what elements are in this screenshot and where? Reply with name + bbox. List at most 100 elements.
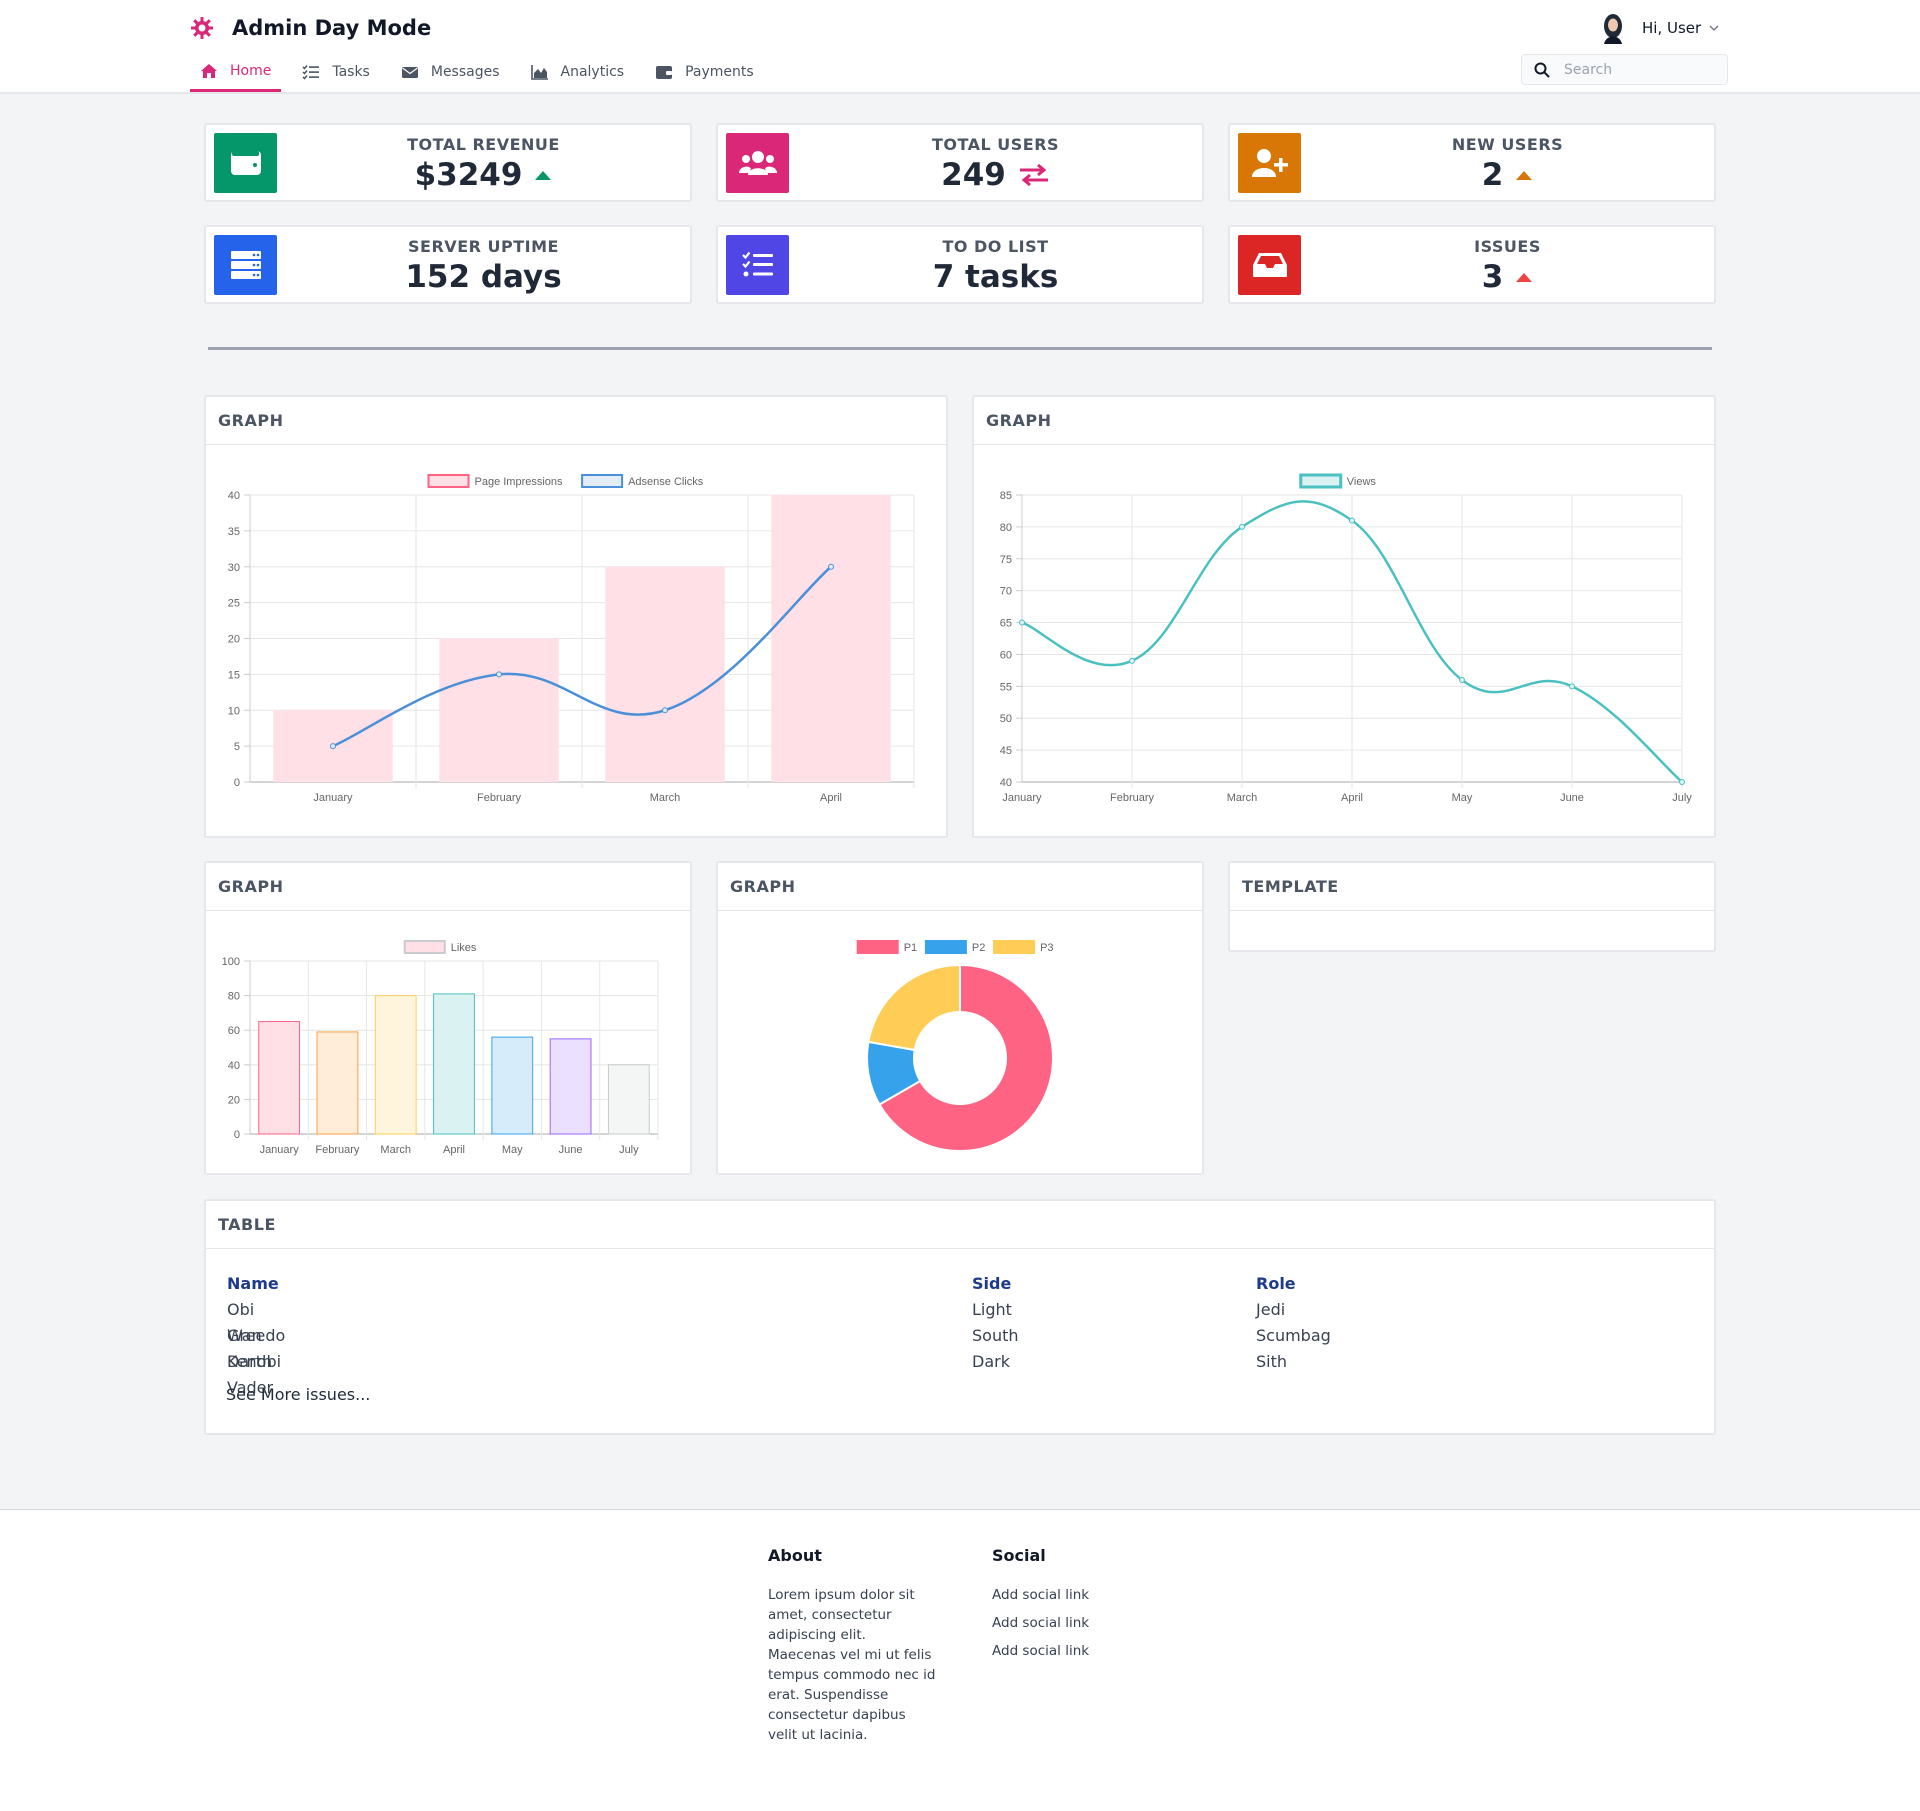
search-box[interactable] [1521,54,1728,85]
section-divider [208,347,1712,350]
y-tick-label: 0 [234,777,240,789]
legend-swatch [1299,473,1343,489]
x-tick-label: April [1341,792,1363,804]
x-tick-label: March [380,1144,411,1156]
avatar [1604,14,1622,44]
bar-likes [374,995,417,1135]
see-more-link[interactable]: See More issues... [226,1385,371,1404]
panel-title: GRAPH [218,877,284,896]
caret-up-icon [1516,273,1533,282]
search-input[interactable] [1564,61,1714,78]
social-link[interactable]: Add social link [992,1643,1090,1659]
stat-icon-box [1238,133,1301,193]
exchange-icon [1019,163,1048,187]
y-tick-label: 80 [1000,522,1012,534]
stat-card-issues: ISSUES 3 [1228,225,1716,304]
stat-icon-box [726,133,789,193]
caret-up-icon [1516,171,1533,180]
x-tick-label: July [1672,792,1692,804]
table-cell: Greedo [227,1326,286,1345]
legend-swatch [856,940,899,954]
point-views [1569,683,1575,690]
table-column-side: Side Light South Dark [972,1271,1019,1375]
y-tick-label: 60 [228,1025,240,1037]
stat-card-total-revenue: TOTAL REVENUE $3249 [204,123,692,202]
bar-likes [316,1031,359,1135]
users-icon [738,151,777,175]
table-column-name: Name Obi Wan Kenobi Greedo Darth Vader [227,1271,286,1397]
doughnut-chart: P1 P2 P3 [856,940,1054,1152]
stat-value: 152 days [405,259,562,295]
stat-icon-box [1238,235,1301,295]
panel-title: GRAPH [730,877,796,896]
bar-page-impressions [439,638,559,782]
table-cell: Darth Vader [227,1352,274,1397]
nav-payments[interactable]: Payments [645,52,764,92]
y-tick-label: 65 [1000,618,1012,630]
legend-label: Views [1347,476,1377,488]
social-link[interactable]: Add social link [992,1615,1090,1631]
legend-label: P2 [972,942,985,954]
panel-title: TABLE [218,1215,276,1234]
user-menu[interactable]: Hi, User [1598,12,1719,44]
point-adsense-clicks [662,707,668,714]
stat-value: 3 [1481,259,1504,295]
nav-tasks[interactable]: Tasks [292,52,380,92]
x-tick-label: February [315,1144,360,1156]
y-tick-label: 20 [228,1094,240,1106]
search-icon [1534,62,1550,78]
main-nav: Home Tasks Messages Analytics [190,52,775,92]
nav-messages-label: Messages [430,64,500,80]
point-views [1129,657,1135,664]
point-adsense-clicks [496,671,502,678]
nav-analytics-label: Analytics [560,64,625,80]
top-header: Admin Day Mode Hi, User Home Tasks [0,0,1920,94]
y-tick-label: 100 [222,956,240,968]
nav-analytics[interactable]: Analytics [521,52,635,92]
stat-label: SERVER UPTIME [408,237,559,256]
stat-label: NEW USERS [1451,135,1564,154]
wallet-icon [656,66,673,79]
y-tick-label: 20 [228,634,240,646]
y-tick-label: 70 [1000,586,1012,598]
table-cell: Obi Wan Kenobi [227,1300,282,1371]
line-chart: Views 40 45 50 55 60 65 70 75 80 85 January February… [1000,473,1692,804]
panel-title: GRAPH [986,411,1052,430]
graph-panel-impressions: GRAPH Page Impressions Adsense Clicks 0 5 10… [204,395,948,838]
nav-messages[interactable]: Messages [391,52,510,92]
slice-p3 [867,963,961,1052]
legend-label: Likes [451,942,477,954]
nav-payments-label: Payments [685,64,754,80]
legend-label: P3 [1040,942,1053,954]
panel-title: GRAPH [218,411,284,430]
footer-about-text: Lorem ipsum dolor sit amet, consectetur … [768,1587,936,1743]
combo-chart: Page Impressions Adsense Clicks 0 5 10 15 20 25… [228,474,915,804]
home-icon [201,63,217,78]
legend-swatch [427,474,470,488]
legend-swatch [403,940,446,954]
stat-icon-box [214,133,277,193]
footer-about-title: About [768,1546,822,1565]
table-cell: Scumbag [1256,1326,1331,1345]
nav-home[interactable]: Home [190,52,282,92]
x-tick-label: February [1110,792,1155,804]
slice-p1 [878,963,1054,1152]
table-cell: Sith [1256,1352,1288,1371]
table-header: Name [227,1274,279,1293]
bar-likes [433,993,475,1135]
footer-about: About Lorem ipsum dolor sit amet, consec… [768,1546,938,1745]
y-tick-label: 60 [1000,649,1012,661]
x-tick-label: January [313,792,353,804]
table-cell: Dark [972,1352,1010,1371]
stat-icon-box [726,235,789,295]
table-header: Role [1256,1274,1296,1293]
stat-icon-box [214,235,277,295]
brand[interactable]: Admin Day Mode [190,14,431,42]
stat-label: TO DO LIST [942,237,1049,256]
caret-up-icon [535,171,552,180]
legend-swatch [581,474,624,488]
point-views [1459,676,1465,683]
y-tick-label: 55 [1000,681,1012,693]
bar-likes [258,1021,301,1135]
social-link[interactable]: Add social link [992,1587,1090,1603]
